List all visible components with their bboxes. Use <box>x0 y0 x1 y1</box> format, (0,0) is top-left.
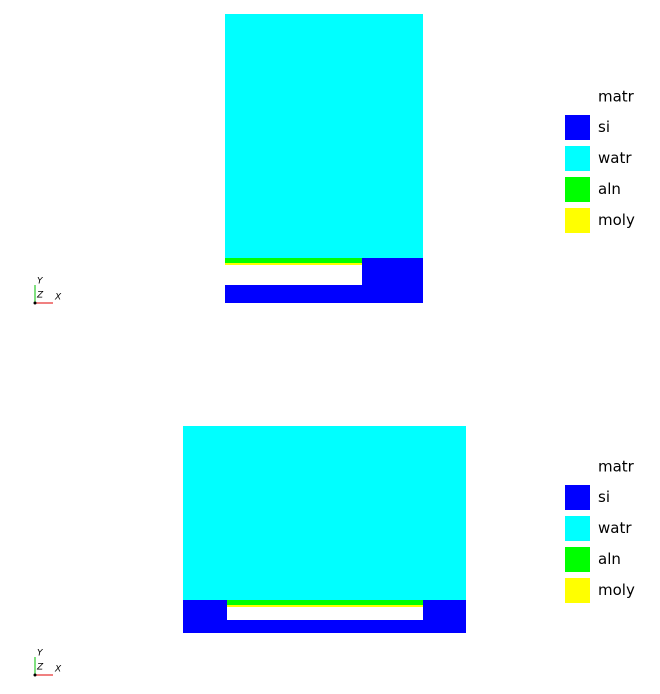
legend-swatch <box>565 177 590 202</box>
geometry-bottom <box>183 426 466 633</box>
legend-label: watr <box>598 519 632 537</box>
legend-label: moly <box>598 211 635 229</box>
moly-layer <box>227 605 423 607</box>
legend-label: aln <box>598 550 621 568</box>
legend-title: matr <box>598 458 635 476</box>
axis-origin <box>33 673 37 677</box>
aln-layer <box>227 600 423 605</box>
axis-z-label: Z <box>36 291 44 301</box>
legend-swatch <box>565 485 590 510</box>
axis-origin <box>33 301 37 305</box>
axis-y-label: Y <box>37 649 44 659</box>
water-region <box>225 14 423 258</box>
axis-z-label: Z <box>36 663 44 673</box>
axis-x-label: X <box>54 293 62 303</box>
cavity <box>227 607 423 620</box>
legend-swatch <box>565 208 590 233</box>
aln-layer <box>225 258 362 263</box>
legend-label: moly <box>598 581 635 599</box>
legend-label: si <box>598 118 610 136</box>
legend-swatch <box>565 146 590 171</box>
geometry-top <box>225 14 423 303</box>
legend-swatch <box>565 547 590 572</box>
legend-title: matr <box>598 88 635 106</box>
silicon-base <box>225 285 423 303</box>
legend-label: watr <box>598 149 632 167</box>
legend-swatch <box>565 516 590 541</box>
legend-swatch <box>565 578 590 603</box>
axis-x-label: X <box>54 665 62 675</box>
water-region <box>183 426 466 600</box>
axis-y-label: Y <box>37 277 44 287</box>
legend-swatch <box>565 115 590 140</box>
legend-label: aln <box>598 180 621 198</box>
legend-label: si <box>598 488 610 506</box>
moly-layer <box>225 263 362 265</box>
